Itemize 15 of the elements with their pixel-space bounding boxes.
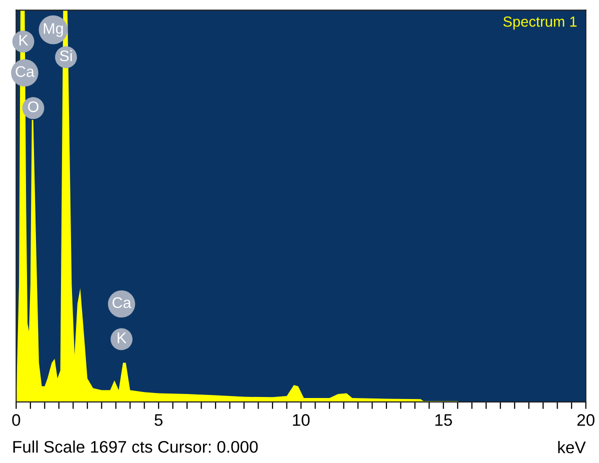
annotation: Si [60,50,72,62]
annotation: K [19,34,28,46]
x-tick-label: 15 [435,414,452,426]
x-axis-title: keV [558,441,586,454]
annotation: Mg [44,23,63,37]
x-tick-label: 0 [12,414,20,426]
annotation: Ca [16,66,34,77]
x-tick-label: 20 [577,414,594,426]
x-tick-label: 10 [293,414,310,426]
annotation: O [28,101,38,112]
x-tick-label: 5 [154,414,163,426]
annotation: K [118,332,126,344]
text: Spectrum 1 [503,16,577,30]
annotation: Ca [112,297,132,308]
text: Full Scale 1697 cts Cursor: 0.000 [13,440,258,453]
